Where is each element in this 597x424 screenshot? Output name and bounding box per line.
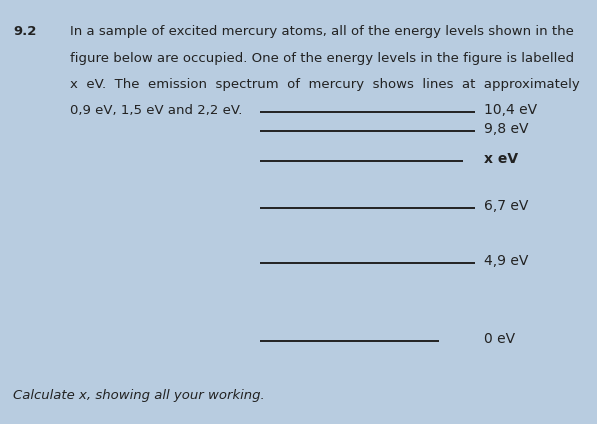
Text: 4,9 eV: 4,9 eV — [484, 254, 528, 268]
Text: x eV: x eV — [484, 152, 518, 166]
Text: figure below are occupied. One of the energy levels in the figure is labelled: figure below are occupied. One of the en… — [70, 52, 574, 65]
Text: Calculate x, showing all your working.: Calculate x, showing all your working. — [13, 389, 265, 402]
Text: 9,8 eV: 9,8 eV — [484, 122, 528, 137]
Text: 10,4 eV: 10,4 eV — [484, 103, 537, 117]
Text: 9.2: 9.2 — [13, 25, 36, 39]
Text: x  eV.  The  emission  spectrum  of  mercury  shows  lines  at  approximately: x eV. The emission spectrum of mercury s… — [70, 78, 580, 91]
Text: In a sample of excited mercury atoms, all of the energy levels shown in the: In a sample of excited mercury atoms, al… — [70, 25, 574, 39]
Text: 6,7 eV: 6,7 eV — [484, 198, 528, 213]
Text: 0,9 eV, 1,5 eV and 2,2 eV.: 0,9 eV, 1,5 eV and 2,2 eV. — [70, 104, 243, 117]
Text: 0 eV: 0 eV — [484, 332, 515, 346]
